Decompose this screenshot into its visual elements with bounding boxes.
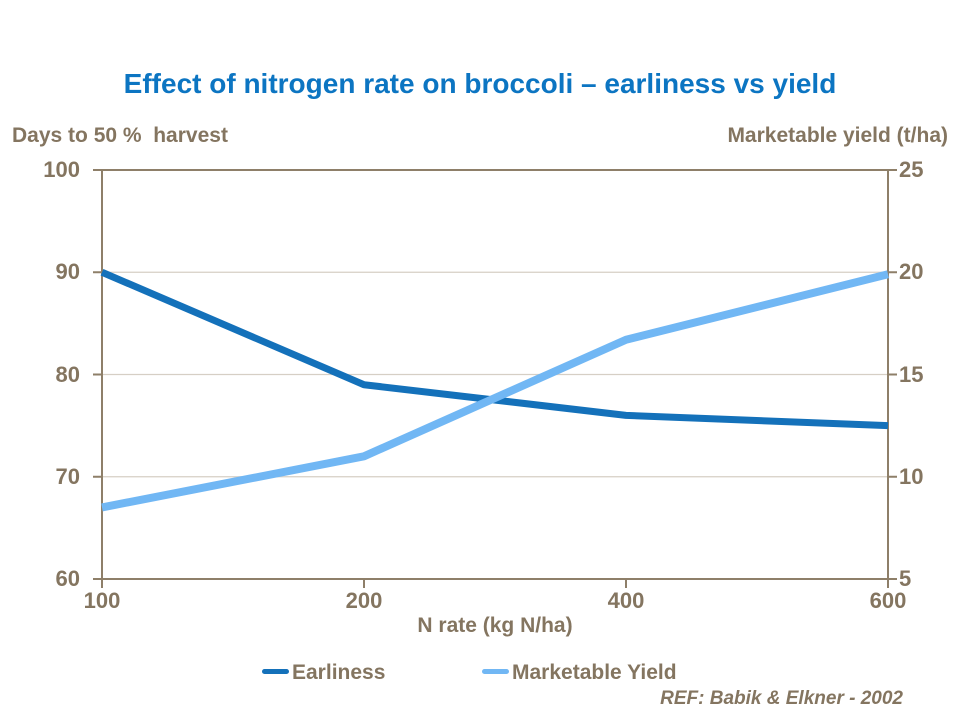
- chart-title: Effect of nitrogen rate on broccoli – ea…: [123, 68, 837, 99]
- x-axis-tick-label: 400: [607, 588, 645, 613]
- marketable-yield-line: [101, 270, 889, 512]
- left-axis-tick-label: 100: [43, 157, 80, 182]
- right-axis-tick-label: 20: [899, 259, 924, 285]
- left-axis-tick-label: 80: [55, 361, 80, 387]
- right-axis-tick-label: 15: [899, 361, 924, 387]
- legend-swatch: [482, 668, 509, 674]
- x-axis-title: N rate (kg N/ha): [417, 614, 573, 637]
- legend-swatch: [262, 668, 289, 674]
- right-axis-tick-label: 5: [899, 566, 912, 591]
- left-axis-tick-label: 90: [55, 259, 80, 285]
- right-axis-title: Marketable yield (t/ha): [727, 124, 948, 147]
- x-axis-tick-label: 200: [345, 588, 383, 613]
- left-axis-tick-label: 70: [55, 463, 80, 489]
- legend-label: Earliness: [292, 661, 386, 684]
- left-axis-tick-label: 60: [55, 566, 80, 591]
- reference-note: REF: Babik & Elkner - 2002: [660, 688, 903, 709]
- x-axis-tick-label: 600: [869, 588, 907, 613]
- legend-label: Marketable Yield: [512, 661, 677, 684]
- x-axis-tick-label: 100: [83, 588, 121, 613]
- right-axis-tick-label: 10: [899, 463, 924, 489]
- legend-item-marketable-yield: Marketable Yield: [482, 660, 677, 686]
- earliness-line: [100, 269, 889, 430]
- left-axis-title: Days to 50 % harvest: [12, 124, 228, 147]
- right-axis-tick-label: 25: [899, 157, 924, 182]
- legend-item-earliness: Earliness: [262, 660, 385, 686]
